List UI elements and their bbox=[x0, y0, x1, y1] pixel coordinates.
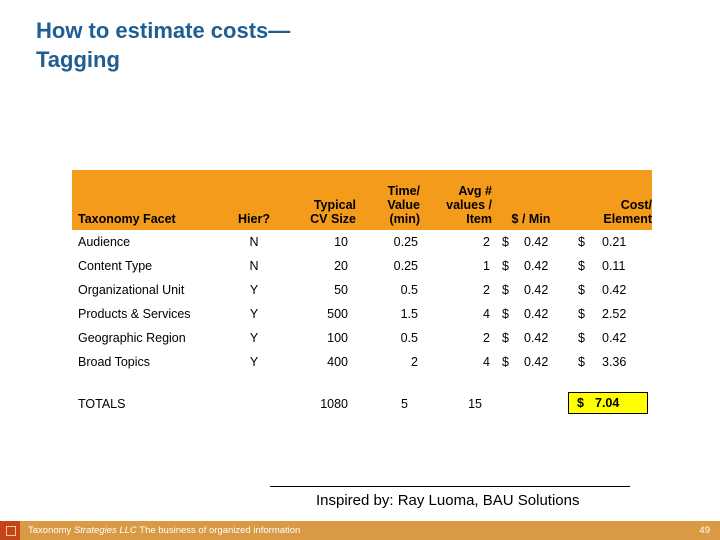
cell-dollar: $ bbox=[578, 283, 585, 297]
grand-total-cell: $ 7.04 bbox=[568, 392, 648, 414]
cell-dollar: $ bbox=[502, 235, 509, 249]
cell-dollar: $ bbox=[578, 235, 585, 249]
company-logo-icon bbox=[0, 521, 20, 540]
cell-cv-size: 10 bbox=[334, 235, 348, 249]
header-cost: Cost/Element bbox=[603, 198, 652, 226]
cell-per-min: 0.42 bbox=[524, 283, 549, 297]
grand-total-dollar: $ bbox=[577, 396, 584, 410]
cell-dollar: $ bbox=[502, 355, 509, 369]
credit-text: Inspired by: Ray Luoma, BAU Solutions bbox=[316, 492, 580, 509]
cell-hier: N bbox=[249, 259, 259, 273]
grand-total-value: 7.04 bbox=[595, 396, 620, 410]
totals-row: TOTALS 1080 5 15 $ 7.04 bbox=[72, 392, 652, 416]
cell-time: 0.25 bbox=[393, 259, 418, 273]
cell-facet: Products & Services bbox=[78, 307, 191, 321]
cell-dollar: $ bbox=[578, 259, 585, 273]
slide-title-line-1: How to estimate costs— bbox=[36, 18, 291, 43]
header-facet: Taxonomy Facet bbox=[78, 212, 176, 226]
cell-dollar: $ bbox=[502, 331, 509, 345]
table-row: Products & Services Y 500 1.5 4 $ 0.42 $… bbox=[72, 302, 652, 326]
cell-cost: 0.11 bbox=[602, 259, 626, 273]
cell-avg: 2 bbox=[483, 235, 490, 249]
totals-avg: 15 bbox=[468, 397, 482, 411]
cell-hier: Y bbox=[249, 355, 259, 369]
cell-avg: 4 bbox=[483, 355, 490, 369]
cell-cost: 0.42 bbox=[602, 283, 627, 297]
cell-cost: 0.42 bbox=[602, 331, 627, 345]
totals-cv-size: 1080 bbox=[320, 397, 348, 411]
table-row: Geographic Region Y 100 0.5 2 $ 0.42 $ 0… bbox=[72, 326, 652, 350]
table-row: Content Type N 20 0.25 1 $ 0.42 $ 0.11 bbox=[72, 254, 652, 278]
table-header: Taxonomy Facet Hier? Typical CV Size Time… bbox=[72, 170, 652, 230]
cell-cv-size: 100 bbox=[327, 331, 348, 345]
header-avg-values: Avg # values / Item bbox=[446, 184, 492, 226]
cell-cost: 3.36 bbox=[602, 355, 627, 369]
footer-bar bbox=[0, 521, 720, 540]
cell-time: 1.5 bbox=[400, 307, 418, 321]
slide-title: How to estimate costs— Tagging bbox=[36, 16, 636, 74]
cell-time: 0.5 bbox=[400, 331, 418, 345]
cell-dollar: $ bbox=[502, 283, 509, 297]
header-hier: Hier? bbox=[238, 212, 270, 226]
table-row: Organizational Unit Y 50 0.5 2 $ 0.42 $ … bbox=[72, 278, 652, 302]
cell-per-min: 0.42 bbox=[524, 235, 549, 249]
cell-cv-size: 500 bbox=[327, 307, 348, 321]
cell-dollar: $ bbox=[502, 259, 509, 273]
header-time: Time/Value (min) bbox=[387, 184, 420, 226]
cell-per-min: 0.42 bbox=[524, 331, 549, 345]
footer-company-suffix: Strategies LLC bbox=[73, 525, 137, 536]
cell-facet: Broad Topics bbox=[78, 355, 151, 369]
cell-dollar: $ bbox=[578, 331, 585, 345]
footer-company: Taxonomy Strategies LLC The business of … bbox=[28, 523, 300, 539]
cell-avg: 1 bbox=[483, 259, 490, 273]
cell-cv-size: 50 bbox=[334, 283, 348, 297]
cell-per-min: 0.42 bbox=[524, 355, 549, 369]
cell-avg: 2 bbox=[483, 283, 490, 297]
footer-tagline: The business of organized information bbox=[139, 525, 301, 536]
cell-avg: 4 bbox=[483, 307, 490, 321]
cell-facet: Geographic Region bbox=[78, 331, 186, 345]
cell-per-min: 0.42 bbox=[524, 307, 549, 321]
credit-divider bbox=[270, 486, 630, 487]
header-per-min: $ / Min bbox=[511, 212, 551, 226]
cell-hier: Y bbox=[249, 331, 259, 345]
table-row: Broad Topics Y 400 2 4 $ 0.42 $ 3.36 bbox=[72, 350, 652, 374]
totals-label: TOTALS bbox=[78, 397, 126, 411]
footer-company-name: Taxonomy bbox=[28, 525, 72, 536]
cell-dollar: $ bbox=[578, 307, 585, 321]
cell-avg: 2 bbox=[483, 331, 490, 345]
cell-hier: N bbox=[249, 235, 259, 249]
cell-hier: Y bbox=[249, 307, 259, 321]
totals-time: 5 bbox=[401, 397, 408, 411]
cell-per-min: 0.42 bbox=[524, 259, 549, 273]
table-row: Audience N 10 0.25 2 $ 0.42 $ 0.21 bbox=[72, 230, 652, 254]
header-cv-size: Typical CV Size bbox=[310, 198, 356, 226]
cell-time: 2 bbox=[411, 355, 418, 369]
cell-cv-size: 20 bbox=[334, 259, 348, 273]
cell-facet: Organizational Unit bbox=[78, 283, 185, 297]
page-number: 49 bbox=[699, 525, 710, 536]
cell-cost: 2.52 bbox=[602, 307, 627, 321]
cell-hier: Y bbox=[249, 283, 259, 297]
cell-dollar: $ bbox=[502, 307, 509, 321]
cell-time: 0.5 bbox=[400, 283, 418, 297]
cell-cost: 0.21 bbox=[602, 235, 627, 249]
cell-facet: Content Type bbox=[78, 259, 153, 273]
cell-time: 0.25 bbox=[393, 235, 418, 249]
slide-title-line-2: Tagging bbox=[36, 47, 120, 72]
cell-dollar: $ bbox=[578, 355, 585, 369]
cell-cv-size: 400 bbox=[327, 355, 348, 369]
cell-facet: Audience bbox=[78, 235, 131, 249]
